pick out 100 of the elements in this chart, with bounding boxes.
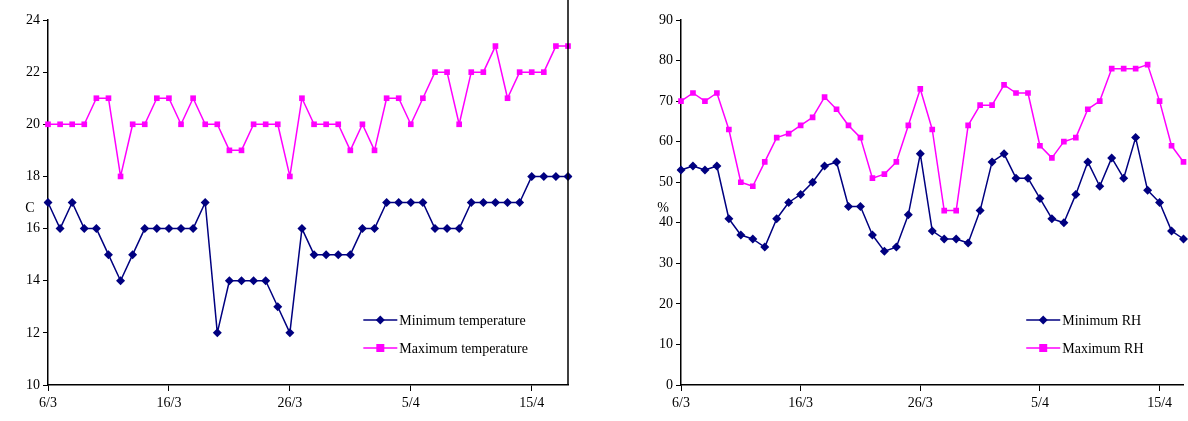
- point: [140, 224, 150, 234]
- point: [93, 95, 100, 102]
- point: [178, 121, 184, 128]
- point: [395, 95, 402, 102]
- y-tick-label: 0: [666, 376, 673, 392]
- point: [539, 171, 549, 181]
- point: [370, 224, 380, 234]
- point: [103, 250, 113, 260]
- point: [726, 126, 732, 133]
- point: [702, 98, 708, 104]
- y-tick-label: 14: [26, 272, 40, 288]
- point: [1059, 218, 1069, 228]
- point: [129, 121, 136, 128]
- y-tick-label: 30: [659, 255, 673, 271]
- point: [176, 224, 186, 234]
- point: [527, 171, 537, 181]
- point: [844, 202, 853, 212]
- point: [736, 230, 746, 240]
- point: [166, 95, 172, 102]
- point: [749, 183, 756, 190]
- point: [1011, 173, 1021, 183]
- point: [785, 130, 792, 137]
- point: [444, 69, 450, 75]
- point: [273, 302, 283, 312]
- y-tick-label: 10: [659, 336, 673, 352]
- point: [1107, 153, 1117, 163]
- point: [1131, 133, 1141, 143]
- x-tick-label: 6/3: [39, 395, 57, 411]
- point: [212, 328, 222, 338]
- y-tick-label: 80: [659, 52, 673, 68]
- y-axis-title: C: [25, 200, 35, 216]
- point: [891, 242, 901, 252]
- point: [1155, 198, 1165, 207]
- point: [1143, 185, 1153, 195]
- legend-label: Maximum RH: [1062, 340, 1144, 356]
- point: [927, 226, 937, 236]
- point: [1072, 134, 1079, 141]
- x-tick-label: 6/3: [672, 395, 690, 411]
- y-tick-label: 60: [659, 133, 673, 149]
- point: [1049, 155, 1055, 161]
- point: [321, 250, 331, 260]
- point: [929, 126, 936, 133]
- point: [712, 161, 722, 171]
- y-tick-label: 12: [26, 324, 40, 340]
- point: [224, 276, 234, 286]
- point: [540, 69, 547, 75]
- point: [214, 121, 221, 128]
- point: [1156, 98, 1163, 104]
- point: [1119, 173, 1129, 183]
- point: [1180, 159, 1187, 165]
- point: [43, 198, 53, 207]
- point: [951, 234, 961, 244]
- x-tick-label: 5/4: [401, 395, 420, 411]
- point: [394, 198, 404, 207]
- x-tick-label: 26/3: [277, 395, 303, 411]
- point: [893, 159, 900, 165]
- point: [503, 198, 513, 207]
- point: [975, 206, 985, 216]
- point: [141, 121, 148, 128]
- point: [57, 121, 63, 128]
- point: [285, 328, 295, 338]
- y-axis-title: %: [657, 200, 670, 216]
- point: [941, 207, 948, 214]
- point: [1047, 214, 1057, 224]
- point: [478, 198, 488, 207]
- point: [1083, 157, 1093, 167]
- point: [466, 198, 476, 207]
- point: [152, 224, 162, 234]
- point: [407, 121, 414, 128]
- point: [202, 121, 209, 128]
- point: [688, 161, 698, 171]
- point: [309, 250, 319, 260]
- y-tick-label: 16: [26, 220, 40, 236]
- point: [553, 43, 559, 49]
- point: [820, 161, 830, 171]
- point: [287, 173, 293, 180]
- point: [347, 147, 354, 154]
- point: [1095, 181, 1105, 191]
- point: [406, 198, 416, 207]
- point: [67, 198, 77, 207]
- y-tick-label: 40: [659, 214, 673, 230]
- point: [1037, 142, 1043, 149]
- point: [311, 121, 317, 128]
- legend-label: Maximum temperature: [399, 340, 529, 356]
- point: [989, 102, 995, 108]
- x-tick-label: 15/4: [1147, 395, 1173, 411]
- point: [760, 242, 770, 252]
- point: [345, 250, 355, 260]
- point: [867, 230, 877, 240]
- point: [1108, 65, 1115, 72]
- point: [274, 121, 281, 128]
- legend-label: Minimum temperature: [399, 312, 526, 328]
- point: [454, 224, 464, 234]
- y-tick-label: 90: [659, 11, 673, 27]
- point: [299, 95, 305, 102]
- point: [116, 276, 126, 286]
- point: [784, 198, 794, 207]
- y-tick-label: 22: [26, 63, 40, 79]
- point: [748, 234, 758, 244]
- point: [881, 171, 888, 177]
